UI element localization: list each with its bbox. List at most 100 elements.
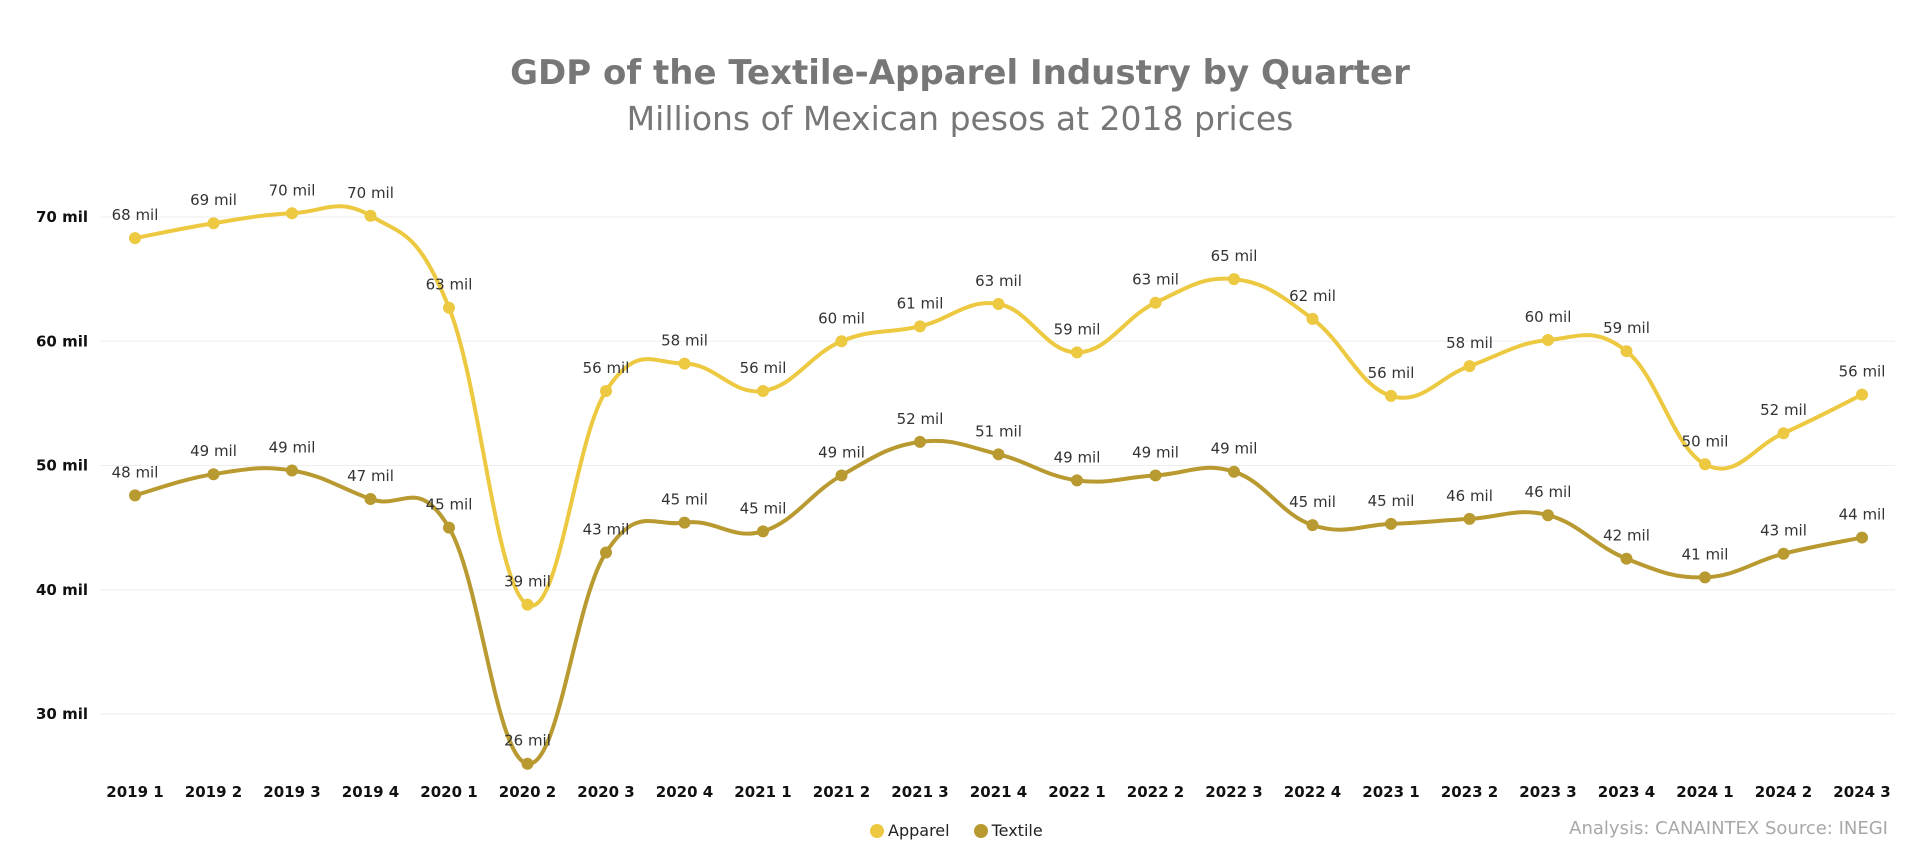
legend-item-apparel[interactable]: Apparel [870,821,950,840]
data-point-textile[interactable] [364,493,377,506]
data-label-textile: 42 mil [1603,527,1650,545]
data-point-textile[interactable] [286,464,298,477]
data-point-apparel[interactable] [757,384,769,397]
x-tick-label: 2020 2 [499,783,556,801]
x-tick-label: 2019 1 [106,783,163,801]
data-point-apparel[interactable] [992,297,1005,310]
data-point-apparel[interactable] [1071,346,1083,359]
data-point-apparel[interactable] [1542,334,1554,347]
data-point-apparel[interactable] [207,217,220,230]
x-tick-label: 2022 3 [1205,783,1262,801]
data-point-textile[interactable] [835,469,848,482]
source-note: Analysis: CANAINTEX Source: INEGI [1569,818,1888,839]
x-tick-label: 2022 2 [1127,783,1184,801]
x-tick-label: 2021 4 [970,783,1027,801]
data-label-apparel: 56 mil [740,359,787,377]
data-label-apparel: 39 mil [504,573,551,591]
data-point-textile[interactable] [1385,517,1397,530]
data-point-apparel[interactable] [914,320,926,333]
legend-label-textile: Textile [991,821,1043,840]
data-point-textile[interactable] [207,468,220,481]
x-tick-label: 2021 1 [734,783,791,801]
data-point-textile[interactable] [1542,509,1554,522]
x-tick-label: 2022 1 [1048,783,1105,801]
data-point-textile[interactable] [443,521,455,534]
data-labels: 68 mil 69 mil 70 mil 70 mil 63 mil 39 mil 56 m… [112,181,1886,749]
x-tick-label: 2020 4 [656,783,713,801]
data-label-apparel: 68 mil [112,206,159,224]
data-label-apparel: 62 mil [1289,287,1336,305]
data-point-textile[interactable] [1777,547,1790,560]
data-label-apparel: 69 mil [190,191,237,209]
data-point-textile[interactable] [1463,512,1476,525]
data-point-textile[interactable] [1149,469,1162,482]
data-point-apparel[interactable] [1620,345,1633,358]
data-label-textile: 49 mil [1211,440,1258,458]
y-tick-label: 50 mil [36,457,88,475]
data-point-apparel[interactable] [443,301,455,314]
data-point-textile[interactable] [1620,552,1633,565]
chart-title: GDP of the Textile-Apparel Industry by Q… [510,53,1410,93]
data-label-textile: 49 mil [190,442,237,460]
data-label-apparel: 56 mil [1839,363,1886,381]
data-point-apparel[interactable] [1699,458,1711,471]
x-tick-label: 2021 2 [813,783,870,801]
data-point-textile[interactable] [914,435,926,448]
data-label-textile: 43 mil [1760,522,1807,540]
chart-header: GDP of the Textile-Apparel Industry by Q… [0,50,1920,142]
x-tick-label: 2022 4 [1284,783,1341,801]
legend-swatch-textile [973,823,988,838]
data-point-apparel[interactable] [835,335,848,348]
data-point-apparel[interactable] [1385,389,1397,402]
data-point-textile[interactable] [1071,474,1083,487]
y-tick-label: 60 mil [36,332,88,350]
data-point-textile[interactable] [129,489,141,502]
series-lines [129,204,1868,770]
data-label-apparel: 58 mil [1446,334,1493,352]
data-point-apparel[interactable] [1306,312,1319,325]
x-tick-label: 2020 1 [420,783,477,801]
data-point-apparel[interactable] [364,209,377,222]
x-axis: 2019 1 2019 2 2019 3 2019 4 2020 1 2020 2 2020… [106,783,1890,801]
data-point-textile[interactable] [1699,571,1711,584]
x-tick-label: 2024 1 [1676,783,1733,801]
data-point-textile[interactable] [1856,531,1868,544]
legend-item-textile[interactable]: Textile [973,821,1043,840]
data-label-textile: 45 mil [661,491,708,509]
data-point-apparel[interactable] [129,232,141,245]
data-point-apparel[interactable] [600,384,612,397]
data-point-apparel[interactable] [1463,360,1476,373]
data-point-textile[interactable] [678,516,691,529]
x-tick-label: 2021 3 [891,783,948,801]
data-point-textile[interactable] [757,525,769,538]
data-label-textile: 45 mil [426,496,473,514]
data-point-apparel[interactable] [1777,427,1790,440]
data-label-textile: 45 mil [1368,492,1415,510]
data-point-apparel[interactable] [1228,273,1240,286]
data-point-apparel[interactable] [521,598,534,611]
data-label-apparel: 63 mil [1132,271,1179,289]
y-tick-label: 30 mil [36,705,88,723]
grid-lines [100,216,1895,715]
data-label-apparel: 60 mil [1525,308,1572,326]
data-label-textile: 47 mil [347,467,394,485]
data-point-textile[interactable] [1228,465,1240,478]
x-tick-label: 2023 1 [1362,783,1419,801]
data-label-apparel: 70 mil [347,184,394,202]
data-point-apparel[interactable] [1856,388,1868,401]
data-label-apparel: 63 mil [975,272,1022,290]
data-point-textile[interactable] [1306,519,1319,532]
data-point-apparel[interactable] [286,207,298,220]
data-point-textile[interactable] [521,757,534,770]
data-label-apparel: 59 mil [1603,319,1650,337]
data-point-apparel[interactable] [678,357,691,370]
data-point-textile[interactable] [600,546,612,559]
legend-swatch-apparel [870,823,884,838]
data-label-textile: 41 mil [1682,545,1729,563]
y-axis: 30 mil 40 mil 50 mil 60 mil 70 mil [36,208,88,723]
data-label-textile: 43 mil [583,520,630,538]
x-tick-label: 2019 2 [185,783,242,801]
data-point-textile[interactable] [992,448,1005,461]
data-point-apparel[interactable] [1149,296,1162,309]
